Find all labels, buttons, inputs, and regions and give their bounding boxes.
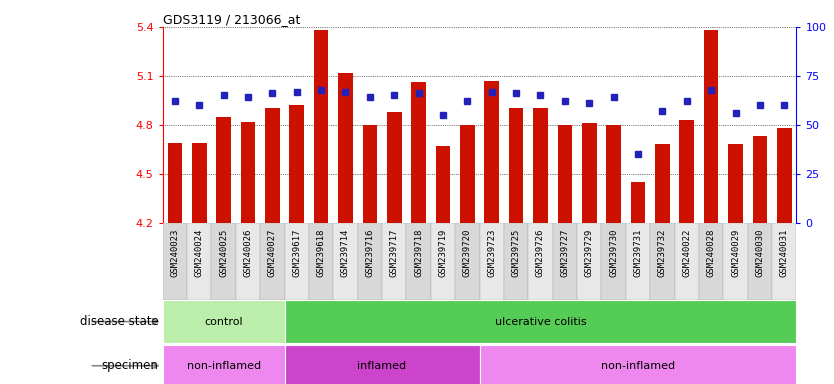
- Bar: [480, 223, 504, 300]
- Bar: [460, 125, 475, 223]
- Text: GSM239716: GSM239716: [365, 229, 374, 277]
- Bar: [265, 109, 279, 223]
- Text: GSM239723: GSM239723: [487, 229, 496, 277]
- Bar: [680, 120, 694, 223]
- Bar: [163, 300, 284, 343]
- Text: GSM239729: GSM239729: [585, 229, 594, 277]
- Bar: [455, 223, 480, 300]
- Bar: [480, 344, 796, 384]
- Bar: [651, 223, 675, 300]
- Bar: [582, 123, 596, 223]
- Bar: [533, 109, 548, 223]
- Bar: [363, 125, 377, 223]
- Bar: [284, 223, 309, 300]
- Text: GSM239714: GSM239714: [341, 229, 350, 277]
- Bar: [601, 223, 626, 300]
- Bar: [241, 122, 255, 223]
- Bar: [728, 144, 743, 223]
- Text: non-inflamed: non-inflamed: [601, 361, 675, 371]
- Text: specimen: specimen: [102, 359, 158, 372]
- Bar: [528, 223, 553, 300]
- Bar: [216, 117, 231, 223]
- Text: GSM240029: GSM240029: [731, 229, 740, 277]
- Bar: [675, 223, 699, 300]
- Text: GSM239618: GSM239618: [317, 229, 325, 277]
- Text: GSM240024: GSM240024: [194, 229, 203, 277]
- Text: GSM239718: GSM239718: [414, 229, 423, 277]
- Text: disease state: disease state: [80, 315, 158, 328]
- Text: GSM239725: GSM239725: [511, 229, 520, 277]
- Bar: [168, 143, 182, 223]
- Text: GSM239617: GSM239617: [292, 229, 301, 277]
- Bar: [577, 223, 601, 300]
- Bar: [772, 223, 796, 300]
- Bar: [631, 182, 646, 223]
- Bar: [553, 223, 577, 300]
- Text: ulcerative colitis: ulcerative colitis: [495, 316, 586, 327]
- Bar: [382, 223, 406, 300]
- Text: GSM240027: GSM240027: [268, 229, 277, 277]
- Text: control: control: [204, 316, 243, 327]
- Text: GSM240023: GSM240023: [170, 229, 179, 277]
- Bar: [723, 223, 748, 300]
- Bar: [504, 223, 528, 300]
- Bar: [748, 223, 772, 300]
- Bar: [192, 143, 207, 223]
- Text: GSM240026: GSM240026: [244, 229, 253, 277]
- Text: GDS3119 / 213066_at: GDS3119 / 213066_at: [163, 13, 300, 26]
- Text: non-inflamed: non-inflamed: [187, 361, 261, 371]
- Text: GSM239731: GSM239731: [634, 229, 642, 277]
- Bar: [406, 223, 431, 300]
- Bar: [309, 223, 334, 300]
- Bar: [187, 223, 211, 300]
- Text: GSM240030: GSM240030: [756, 229, 765, 277]
- Text: GSM239730: GSM239730: [609, 229, 618, 277]
- Bar: [334, 223, 358, 300]
- Bar: [163, 344, 284, 384]
- Bar: [777, 128, 791, 223]
- Bar: [236, 223, 260, 300]
- Bar: [704, 30, 718, 223]
- Text: GSM240031: GSM240031: [780, 229, 789, 277]
- Bar: [211, 223, 236, 300]
- Bar: [387, 112, 401, 223]
- Bar: [411, 83, 426, 223]
- Text: GSM239726: GSM239726: [536, 229, 545, 277]
- Bar: [509, 109, 524, 223]
- Bar: [163, 223, 187, 300]
- Text: GSM239717: GSM239717: [389, 229, 399, 277]
- Bar: [314, 30, 329, 223]
- Bar: [358, 223, 382, 300]
- Text: GSM240025: GSM240025: [219, 229, 228, 277]
- Bar: [558, 125, 572, 223]
- Bar: [752, 136, 767, 223]
- Bar: [606, 125, 621, 223]
- Bar: [338, 73, 353, 223]
- Bar: [626, 223, 651, 300]
- Text: inflamed: inflamed: [358, 361, 407, 371]
- Text: GSM239727: GSM239727: [560, 229, 570, 277]
- Text: GSM240028: GSM240028: [706, 229, 716, 277]
- Bar: [485, 81, 499, 223]
- Text: GSM239720: GSM239720: [463, 229, 472, 277]
- Bar: [655, 144, 670, 223]
- Text: GSM239732: GSM239732: [658, 229, 667, 277]
- Bar: [435, 146, 450, 223]
- Bar: [431, 223, 455, 300]
- Text: GSM239719: GSM239719: [439, 229, 448, 277]
- Bar: [699, 223, 723, 300]
- Bar: [284, 300, 796, 343]
- Bar: [289, 105, 304, 223]
- Bar: [284, 344, 480, 384]
- Bar: [260, 223, 284, 300]
- Text: GSM240022: GSM240022: [682, 229, 691, 277]
